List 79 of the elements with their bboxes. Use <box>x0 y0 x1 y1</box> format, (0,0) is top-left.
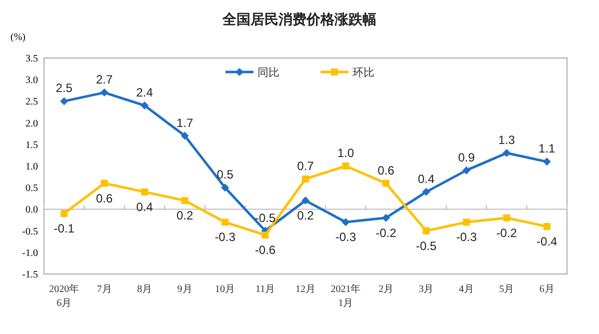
data-label: 0.6 <box>96 191 114 206</box>
y-tick-label: 0.5 <box>26 183 38 194</box>
data-label: 1.3 <box>498 133 516 148</box>
x-tick-label: 2月 <box>378 284 394 295</box>
data-label: 2.5 <box>56 81 73 96</box>
data-label: 0.2 <box>297 208 314 223</box>
data-label: 2.4 <box>136 86 154 100</box>
x-tick-label: 3月 <box>418 284 434 295</box>
point <box>262 232 269 239</box>
x-tick-label: 12月 <box>296 284 316 295</box>
data-label: -0.5 <box>254 210 276 225</box>
point <box>222 218 229 226</box>
data-label: 0.4 <box>136 200 154 214</box>
data-label: 1.0 <box>337 146 354 160</box>
point <box>422 227 430 234</box>
data-label: -0.2 <box>376 226 397 240</box>
x-tick-label: 8月 <box>137 284 152 295</box>
point <box>503 214 510 222</box>
point <box>221 184 230 192</box>
data-label: -0.1 <box>54 222 75 236</box>
data-label: -0.3 <box>335 230 356 244</box>
point <box>342 162 350 170</box>
data-label: -0.3 <box>456 230 478 244</box>
y-tick-label: -1.5 <box>22 270 38 280</box>
y-tick-label: 3.5 <box>26 54 38 64</box>
x-tick-label: 2020年 6月 <box>49 283 80 309</box>
y-tick-label: -1.0 <box>22 248 38 259</box>
point <box>542 158 551 166</box>
y-tick-label: 1.5 <box>26 140 38 151</box>
data-label: -0.4 <box>536 234 558 248</box>
data-label: -0.2 <box>496 226 518 240</box>
point <box>141 188 148 196</box>
legend-label: 环比 <box>352 66 374 79</box>
point <box>462 218 470 226</box>
x-tick-label: 5月 <box>499 284 514 295</box>
data-label: 2.7 <box>96 72 114 87</box>
y-tick-label: 3.0 <box>26 75 38 86</box>
data-label: 1.7 <box>176 116 194 130</box>
data-label: 0.9 <box>458 150 476 164</box>
point <box>181 197 188 204</box>
point <box>60 97 68 106</box>
x-tick-label: 2021年 1月 <box>330 283 361 309</box>
data-label: -0.6 <box>254 243 276 258</box>
data-label: 0.4 <box>418 172 435 186</box>
data-label: 0.2 <box>176 208 194 223</box>
point <box>100 180 108 187</box>
y-tick-label: -0.5 <box>22 226 38 238</box>
point <box>180 132 189 140</box>
point <box>140 102 149 110</box>
x-tick-label: 10月 <box>215 284 236 295</box>
y-tick-label: 0.0 <box>26 204 38 216</box>
point <box>302 196 310 205</box>
point <box>502 149 511 158</box>
x-tick-label: 7月 <box>96 284 112 295</box>
y-tick-label: 2.5 <box>26 96 38 108</box>
point <box>302 175 309 182</box>
data-label: 1.1 <box>538 142 556 156</box>
data-label: 0.6 <box>378 163 395 178</box>
data-label: 0.7 <box>297 158 314 173</box>
point <box>342 218 350 226</box>
point <box>422 188 430 196</box>
legend-label: 同比 <box>258 66 280 79</box>
y-tick-label: 1.0 <box>26 162 38 172</box>
x-tick-label: 11月 <box>255 284 276 295</box>
data-label: -0.3 <box>214 230 236 244</box>
chart-title: 全国居民消费价格涨跌幅 <box>222 12 376 28</box>
point <box>100 88 108 97</box>
x-tick-label: 6月 <box>539 284 554 295</box>
point <box>382 214 390 222</box>
point <box>462 166 470 174</box>
y-tick-label: 2.0 <box>26 118 38 130</box>
data-label: 0.5 <box>216 168 234 182</box>
x-tick-label: 4月 <box>458 284 474 295</box>
y-axis-title: (%) <box>10 32 26 43</box>
data-label: -0.5 <box>416 238 437 253</box>
point <box>543 222 550 230</box>
x-tick-label: 9月 <box>177 284 192 295</box>
point <box>60 210 68 218</box>
point <box>382 180 390 187</box>
